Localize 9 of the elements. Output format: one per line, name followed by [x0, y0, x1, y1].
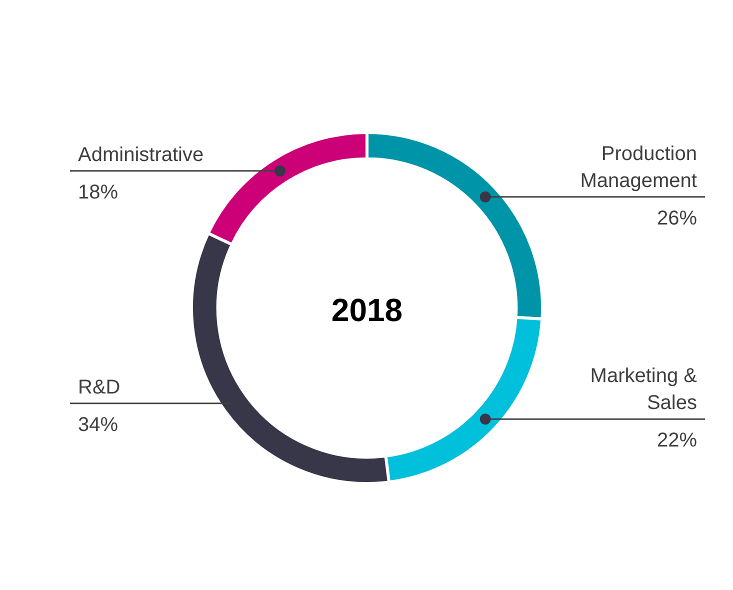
slice-label: Marketing & Sales [590, 365, 698, 414]
data-label: 22% [656, 430, 698, 452]
data-label: 26% [656, 207, 698, 230]
slice-label: Production Management [580, 142, 698, 192]
slice-label: R&D [78, 376, 120, 398]
slice-label: Administrative [78, 144, 204, 166]
data-label: 18% [78, 181, 118, 204]
text: 2018 [331, 292, 403, 328]
data-label: 34% [78, 414, 118, 436]
